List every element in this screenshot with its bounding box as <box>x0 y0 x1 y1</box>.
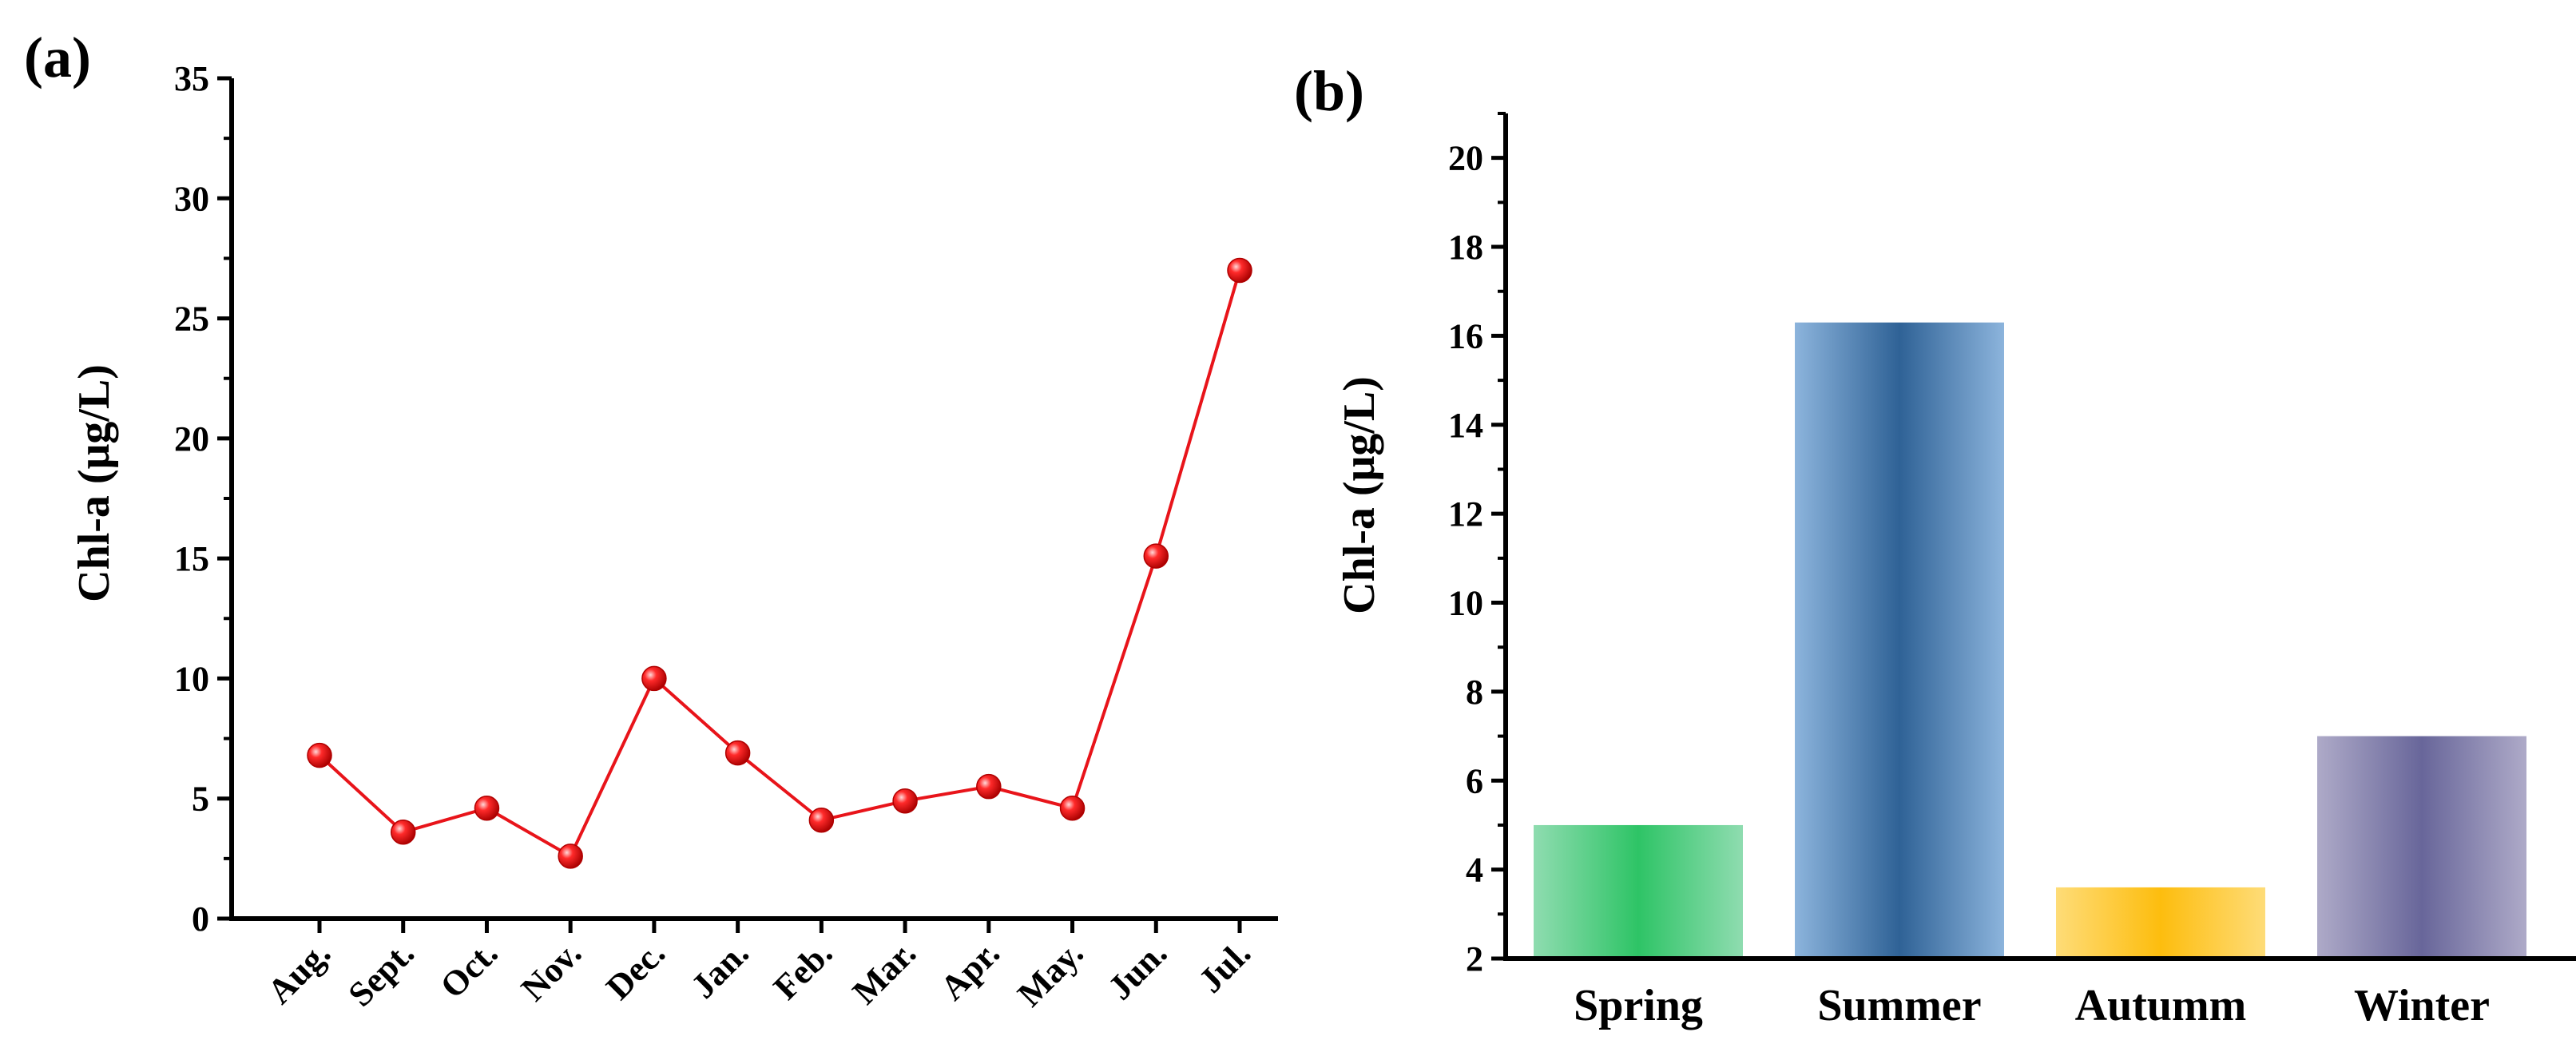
panel-a-data-point <box>892 788 918 814</box>
panel-b-y-tick-label: 6 <box>1466 761 1483 800</box>
panel-a-x-tick-label: Apr. <box>933 933 1007 1007</box>
panel-a-y-tick-label: 25 <box>174 300 209 339</box>
panel-b-y-tick-label: 18 <box>1448 228 1483 267</box>
panel-a-x-tick-label: Dec. <box>598 933 673 1007</box>
panel-b-x-tick-label: Autumm <box>2075 981 2247 1030</box>
panel-b-y-axis-title: Chl-a (μg/L) <box>1335 376 1384 614</box>
panel-b-x-tick-label: Summer <box>1817 981 1981 1030</box>
panel-b-bar <box>2317 736 2526 959</box>
panel-a-x-tick-label: May. <box>1010 933 1090 1014</box>
panel-b-y-tick-label: 10 <box>1448 584 1483 623</box>
panel-a-data-point <box>641 665 667 692</box>
panel-a-x-ticks: Aug. Sept. Oct. Nov. Dec. Jan. Feb. Mar. Apr. May… <box>260 919 1258 1014</box>
panel-a-y-tick-label: 0 <box>192 899 209 939</box>
panel-a-data-point <box>1143 543 1169 569</box>
panel-b-y-tick-label: 20 <box>1448 139 1483 178</box>
panel-b-x-ticks: Spring Summer Autumm Winter <box>1574 981 2490 1030</box>
panel-a-x-tick-label: Mar. <box>845 933 923 1011</box>
panel-a-data-point <box>474 795 500 821</box>
panel-a-line-chart: (a) Chl-a (μg/L) 0 5 10 15 20 25 30 35 Aug. Sept… <box>24 26 1278 1014</box>
panel-a-x-tick-label: Jul. <box>1191 933 1258 1000</box>
panel-a-data-point <box>1059 795 1086 821</box>
panel-a-data-point <box>558 844 583 869</box>
panel-a-x-tick-label: Oct. <box>433 933 506 1006</box>
panel-b-label: (b) <box>1294 59 1364 123</box>
panel-a-y-tick-label: 20 <box>174 419 209 459</box>
panel-a-y-ticks: 0 5 10 15 20 25 30 35 <box>174 59 232 939</box>
panel-a-x-tick-label: Aug. <box>260 933 338 1011</box>
panel-a-data-point <box>724 740 751 766</box>
panel-a-y-tick-label: 35 <box>174 59 209 98</box>
panel-a-y-tick-label: 5 <box>192 780 209 819</box>
panel-a-label: (a) <box>24 26 91 89</box>
panel-b-y-tick-label: 16 <box>1448 316 1483 355</box>
panel-a-data-point <box>1227 257 1252 284</box>
panel-b-y-tick-label: 8 <box>1466 673 1483 712</box>
panel-a-series <box>307 257 1252 869</box>
panel-a-data-point <box>808 808 835 833</box>
panel-b-y-ticks: 2 4 6 8 10 12 14 16 18 20 <box>1448 112 1506 979</box>
panel-b-y-tick-label: 14 <box>1448 406 1483 445</box>
panel-b-axes <box>1503 113 2576 961</box>
panel-b-x-tick-label: Winter <box>2354 981 2490 1030</box>
panel-b-bar <box>1795 322 2004 959</box>
panel-a-data-point <box>390 820 416 845</box>
panel-a-axes <box>229 78 1278 921</box>
panel-b-y-tick-label: 12 <box>1448 494 1483 534</box>
panel-b-bar <box>1534 824 1743 959</box>
panel-a-series-line <box>318 269 1241 859</box>
panel-a-y-axis-title: Chl-a (μg/L) <box>69 364 119 602</box>
panel-b-bar <box>2056 887 2265 959</box>
panel-a-data-point <box>976 773 1002 800</box>
panel-a-y-tick-label: 30 <box>174 179 209 218</box>
panel-b-y-tick-label: 4 <box>1466 851 1483 890</box>
panel-b-bar-chart: (b) Chl-a (μg/L) 2 4 6 8 10 12 14 16 18 20 Spring… <box>1294 59 2576 1030</box>
panel-a-data-point <box>307 742 332 768</box>
panel-a-x-tick-label: Nov. <box>514 933 589 1008</box>
panel-b-y-tick-label: 2 <box>1466 939 1483 979</box>
panel-b-bars <box>1534 322 2526 959</box>
panel-a-x-tick-label: Feb. <box>766 933 840 1007</box>
panel-a-x-tick-label: Sept. <box>341 933 422 1014</box>
panel-a-y-tick-label: 10 <box>174 659 209 698</box>
panel-a-y-tick-label: 15 <box>174 539 209 578</box>
panel-a-x-tick-label: Jun. <box>1101 933 1175 1007</box>
panel-a-x-tick-label: Jan. <box>684 933 756 1006</box>
panel-b-x-tick-label: Spring <box>1574 981 1703 1030</box>
